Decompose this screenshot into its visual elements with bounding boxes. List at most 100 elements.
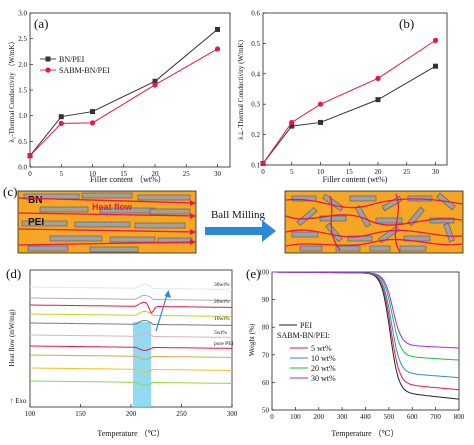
panel-d-xlabel: Temperature （℃） [97, 429, 164, 438]
series-line-1 [262, 39, 436, 164]
x-tick-label: 0 [270, 413, 274, 421]
heat-flow-line [18, 197, 197, 204]
bn-flake [134, 222, 186, 229]
bn-flake [74, 221, 131, 228]
x-tick-label: 0 [261, 168, 265, 176]
y-tick-label: 0.3 [251, 101, 260, 109]
y-tick-label: 2.5 [18, 35, 27, 43]
x-tick-label: 300 [337, 413, 348, 421]
bn-flake [375, 217, 403, 224]
panel-b-xlabel: Filler content (wt%) [323, 175, 388, 184]
y-tick-label: 0.1 [251, 162, 260, 170]
panel-b-frame [262, 12, 448, 166]
panel-b: (b) Filler content (wt%) λ⊥-Thermal Cond… [237, 10, 448, 184]
panel-a-frame [29, 12, 231, 168]
y-tick-label: 0.0 [18, 164, 27, 172]
panel-a: (a) Filler content （wt%） λ₁-Thermal Cond… [8, 10, 231, 184]
exo-label: ↑ Exo [10, 397, 27, 405]
curve-label: 5wt% [214, 330, 227, 336]
heat-flow-line [285, 229, 463, 238]
heat-flow-arrow-icon [190, 239, 196, 245]
y-tick-label: 90 [262, 296, 270, 304]
dsc-curve [30, 345, 232, 351]
x-tick-label: 200 [126, 410, 137, 418]
curve-label: pure PEI [214, 341, 234, 347]
y-tick-label: 0.5 [251, 40, 260, 48]
panel-d-ylabel: Heat flow (mW/mg) [8, 309, 16, 367]
bn-flake [335, 245, 361, 252]
data-point [289, 119, 295, 126]
bn-flake [291, 195, 317, 202]
trend-arrow-icon [164, 290, 171, 298]
x-tick-label: 600 [407, 413, 418, 421]
x-tick-label: 0 [28, 170, 32, 178]
y-tick-label: 60 [262, 379, 270, 387]
heat-flow-line [18, 212, 197, 217]
y-tick-label: 80 [262, 324, 270, 332]
legend-title: SABM-BN/PEI: [277, 331, 330, 340]
dsc-curve [30, 283, 232, 290]
y-tick-label: 1.0 [18, 112, 27, 120]
data-point [27, 153, 33, 159]
bn-flake [81, 192, 133, 199]
x-tick-label: 25 [183, 170, 191, 178]
curve-label: 30wt% [214, 282, 230, 288]
dsc-curve [30, 331, 232, 338]
bn-flake [89, 246, 139, 253]
panel-e-legend: PEI SABM-BN/PEI: 5 wt% 10 wt% 20 wt% 30 … [277, 321, 336, 383]
dsc-curve [30, 294, 232, 301]
dsc-curve [30, 380, 232, 386]
data-point [375, 75, 381, 81]
x-tick-label: 400 [360, 413, 371, 421]
series-line-1 [29, 48, 218, 157]
x-tick-label: 700 [430, 413, 441, 421]
x-tick-label: 10 [89, 170, 97, 178]
heat-flow-arrow-icon [190, 213, 196, 219]
data-point [260, 160, 266, 167]
panel-e-label: (e) [246, 266, 260, 281]
bn-label: BN [28, 195, 42, 206]
heat-flow-line [285, 198, 463, 209]
panel-b-ylabel: λ⊥-Thermal Conductivity (W/mK) [237, 39, 245, 139]
ball-milling-label: Ball Milling [211, 209, 266, 221]
bn-flake [21, 220, 68, 227]
y-tick-label: 70 [262, 351, 270, 359]
bn-flake [291, 231, 319, 238]
x-tick-label: 10 [317, 168, 325, 176]
heat-flow-arrow-icon [190, 229, 196, 235]
panel-c-label: (c) [3, 184, 17, 199]
heat-flow-line [18, 241, 197, 246]
x-tick-label: 5 [290, 168, 294, 176]
bn-flake [407, 206, 425, 227]
y-tick-label: 0.4 [251, 70, 260, 78]
legend-item-pei: PEI [300, 321, 312, 330]
dsc-curve [30, 310, 232, 317]
curve-label: 20wt% [214, 299, 230, 305]
bn-flake [349, 195, 377, 202]
tga-curve [272, 271, 460, 349]
x-tick-label: 800 [454, 413, 465, 421]
y-tick-label: 2.0 [18, 61, 27, 69]
legend-item-sabm-bn-pei: SABM-BN/PEI [59, 66, 110, 75]
legend-square-marker [45, 56, 51, 62]
bn-flake [149, 208, 191, 215]
data-point [90, 109, 95, 115]
y-tick-label: 0.2 [251, 131, 260, 139]
x-tick-label: 300 [227, 410, 238, 418]
glass-transition-highlight [133, 322, 152, 407]
x-tick-label: 15 [346, 168, 354, 176]
heat-flow-line [394, 193, 401, 253]
x-tick-label: 25 [403, 168, 411, 176]
trend-arrow-line [155, 294, 168, 332]
series-line-0 [29, 29, 218, 157]
y-tick-label: 1.5 [18, 87, 27, 95]
data-point [152, 82, 158, 88]
panel-d: (d) 30wt% 20wt% 10wt% 5wt% pure PEI 100 150 20… [6, 266, 238, 438]
bn-flake [429, 217, 455, 224]
data-point [215, 26, 220, 32]
legend-item-bn-pei: BN/PEI [59, 55, 85, 64]
x-tick-label: 250 [176, 410, 187, 418]
curve-label: 10wt% [214, 316, 230, 322]
panel-b-label: (b) [399, 16, 414, 31]
